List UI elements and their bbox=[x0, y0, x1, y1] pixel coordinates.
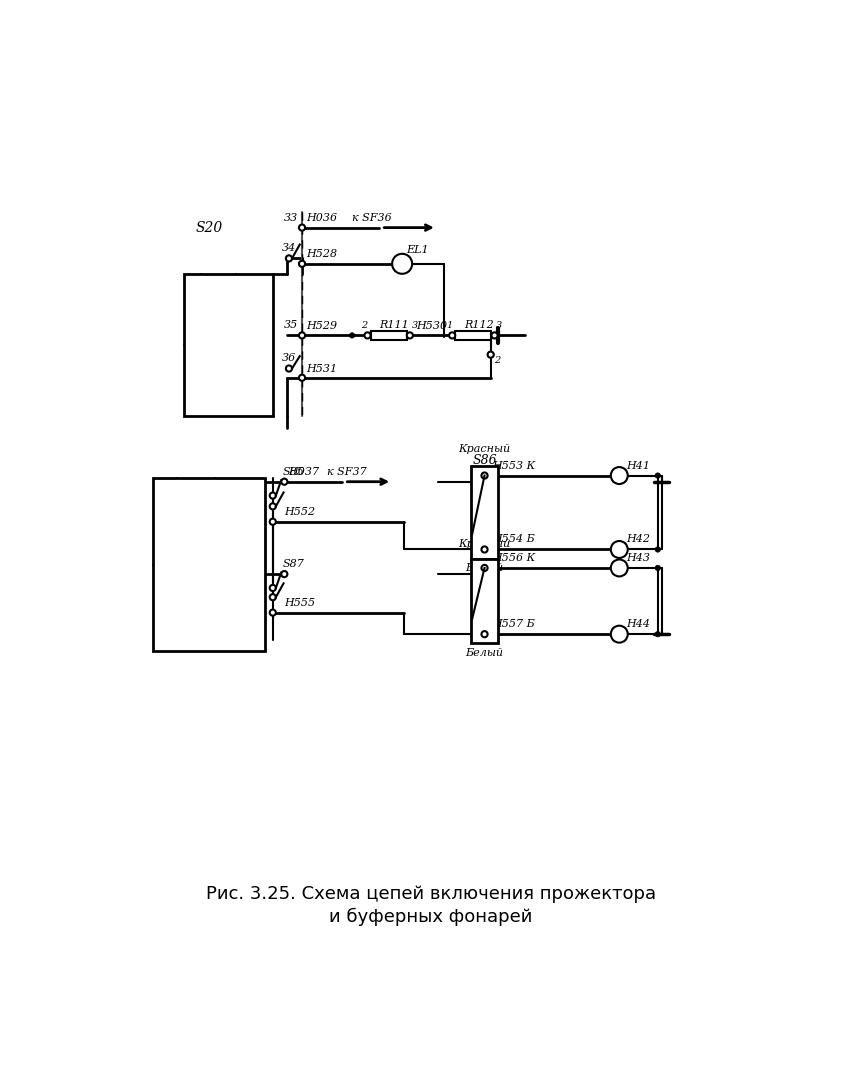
Circle shape bbox=[349, 332, 355, 338]
Text: Н552: Н552 bbox=[284, 507, 315, 516]
Bar bbox=[153, 478, 265, 651]
Circle shape bbox=[491, 332, 498, 339]
Circle shape bbox=[655, 566, 660, 571]
Text: Прожектор: Прожектор bbox=[188, 313, 197, 376]
Circle shape bbox=[270, 493, 276, 498]
Circle shape bbox=[611, 625, 627, 642]
Circle shape bbox=[481, 564, 488, 571]
Circle shape bbox=[364, 332, 371, 339]
Text: Н528: Н528 bbox=[306, 249, 337, 259]
Circle shape bbox=[270, 503, 276, 510]
Text: Правый: Правый bbox=[191, 499, 200, 543]
Text: Н554 Б: Н554 Б bbox=[492, 534, 535, 544]
Bar bbox=[371, 330, 407, 340]
Text: S20: S20 bbox=[196, 220, 223, 234]
Circle shape bbox=[299, 374, 305, 381]
Circle shape bbox=[281, 571, 288, 577]
Circle shape bbox=[481, 631, 488, 637]
Text: S88: S88 bbox=[472, 548, 497, 561]
Text: EL1: EL1 bbox=[406, 245, 429, 254]
Text: 3: 3 bbox=[496, 321, 502, 330]
Circle shape bbox=[392, 253, 412, 274]
Text: Н41: Н41 bbox=[627, 461, 650, 470]
Text: Н43: Н43 bbox=[627, 553, 650, 563]
Text: Н557 Б: Н557 Б bbox=[492, 619, 535, 630]
Text: Левый: Левый bbox=[191, 590, 200, 625]
Circle shape bbox=[655, 546, 660, 553]
Circle shape bbox=[286, 366, 292, 372]
Bar bbox=[472, 466, 498, 559]
Text: Рис. 3.25. Схема цепей включения прожектора: Рис. 3.25. Схема цепей включения прожект… bbox=[205, 885, 656, 902]
Circle shape bbox=[449, 332, 455, 339]
Text: 2: 2 bbox=[495, 356, 500, 366]
Bar bbox=[184, 274, 272, 416]
Circle shape bbox=[281, 479, 288, 484]
Text: S85: S85 bbox=[283, 467, 304, 477]
Text: Н555: Н555 bbox=[284, 598, 315, 607]
Text: Н036: Н036 bbox=[306, 214, 337, 223]
Text: Н42: Н42 bbox=[627, 534, 650, 544]
Circle shape bbox=[655, 472, 660, 478]
Text: 36: 36 bbox=[282, 353, 296, 362]
Text: Белый: Белый bbox=[466, 563, 504, 573]
Bar bbox=[472, 559, 498, 644]
Text: 33: 33 bbox=[284, 213, 299, 222]
Text: Н44: Н44 bbox=[627, 619, 650, 630]
Text: Красный: Красный bbox=[458, 539, 510, 549]
Circle shape bbox=[611, 541, 627, 558]
Circle shape bbox=[286, 255, 292, 262]
Text: 2: 2 bbox=[362, 321, 368, 330]
Text: 35: 35 bbox=[284, 321, 299, 330]
Text: 3: 3 bbox=[411, 321, 418, 330]
Text: S87: S87 bbox=[283, 559, 304, 569]
Text: R111: R111 bbox=[379, 320, 409, 329]
Circle shape bbox=[299, 224, 305, 231]
Text: R112: R112 bbox=[463, 320, 494, 329]
Circle shape bbox=[481, 472, 488, 479]
Circle shape bbox=[481, 546, 488, 553]
Circle shape bbox=[611, 559, 627, 576]
Circle shape bbox=[299, 261, 305, 267]
Text: к SF36: к SF36 bbox=[352, 214, 392, 223]
Circle shape bbox=[488, 352, 494, 358]
Bar bbox=[455, 330, 491, 340]
Circle shape bbox=[270, 609, 276, 616]
Circle shape bbox=[270, 594, 276, 601]
Text: Н530: Н530 bbox=[416, 321, 447, 331]
Text: и буферных фонарей: и буферных фонарей bbox=[329, 908, 532, 926]
Circle shape bbox=[270, 518, 276, 525]
Text: Н037: Н037 bbox=[288, 467, 320, 478]
Text: 34: 34 bbox=[282, 244, 296, 253]
Text: Белый: Белый bbox=[466, 648, 504, 657]
Text: к SF37: к SF37 bbox=[326, 467, 367, 478]
Text: S86: S86 bbox=[472, 454, 497, 467]
Text: Н556 К: Н556 К bbox=[492, 553, 536, 563]
Text: 1: 1 bbox=[446, 321, 452, 330]
Circle shape bbox=[611, 467, 627, 484]
Text: Н531: Н531 bbox=[306, 363, 337, 373]
Text: Н553 К: Н553 К bbox=[492, 461, 536, 470]
Text: Н529: Н529 bbox=[306, 321, 337, 331]
Circle shape bbox=[407, 332, 413, 339]
Circle shape bbox=[270, 585, 276, 591]
Text: Красный: Красный bbox=[458, 445, 510, 454]
Text: Фонарь буферный: Фонарь буферный bbox=[161, 515, 170, 614]
Circle shape bbox=[655, 632, 660, 637]
Text: Тускло: Тускло bbox=[214, 291, 223, 328]
Text: Ярко: Ярко bbox=[214, 367, 223, 394]
Circle shape bbox=[299, 332, 305, 339]
